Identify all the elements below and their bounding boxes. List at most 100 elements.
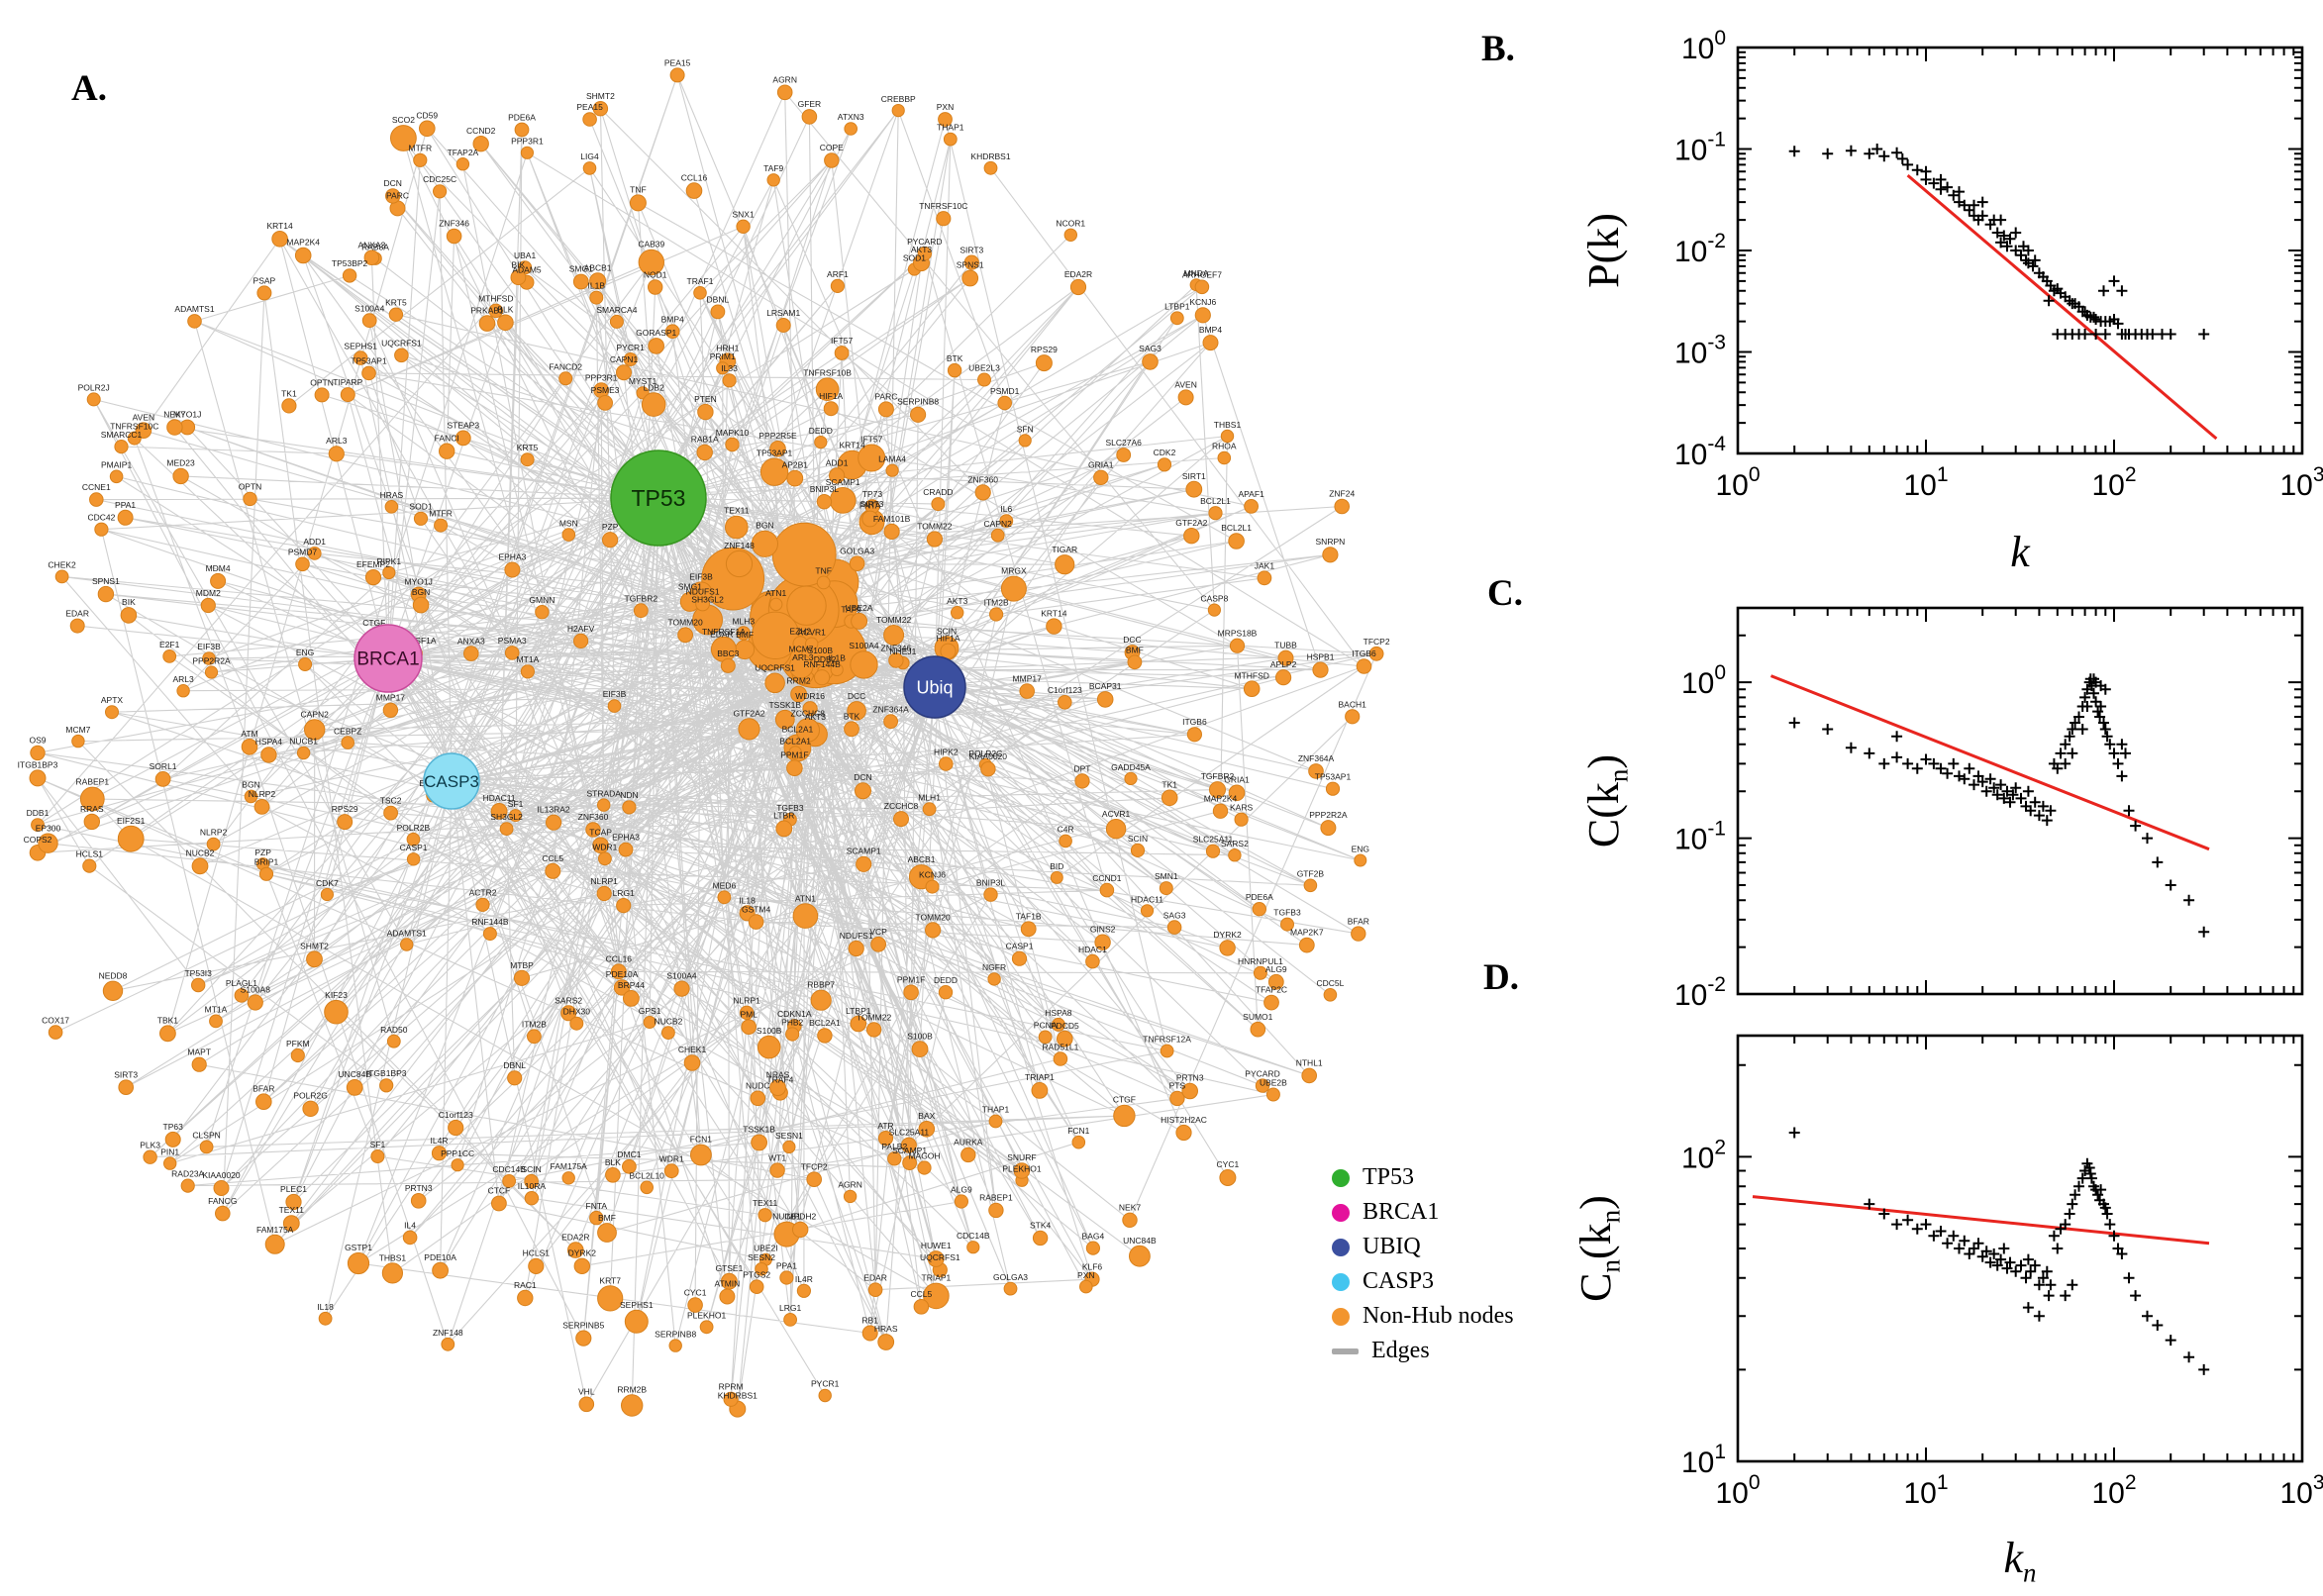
svg-text:WT1: WT1	[768, 1152, 786, 1162]
svg-text:MAPK10: MAPK10	[716, 428, 750, 438]
svg-text:ENG: ENG	[1352, 845, 1369, 854]
svg-text:MCM7: MCM7	[65, 725, 90, 735]
svg-text:BAX: BAX	[918, 1111, 935, 1121]
svg-text:BLK: BLK	[605, 1157, 621, 1167]
svg-text:NEK7: NEK7	[1119, 1203, 1141, 1213]
svg-text:DHX30: DHX30	[563, 1007, 591, 1017]
svg-text:SHMT2: SHMT2	[300, 941, 329, 950]
svg-text:SOD1: SOD1	[903, 252, 926, 262]
svg-text:ANXA3: ANXA3	[457, 636, 485, 646]
svg-text:SH3GL2: SH3GL2	[490, 812, 523, 822]
svg-text:ITGB6: ITGB6	[1182, 717, 1207, 727]
svg-text:DCC: DCC	[1123, 635, 1141, 645]
svg-text:POLR2G: POLR2G	[293, 1091, 328, 1101]
svg-text:PSMD1: PSMD1	[990, 386, 1020, 396]
svg-text:101: 101	[1903, 463, 1948, 502]
svg-text:NCOR1: NCOR1	[1056, 219, 1085, 229]
svg-text:CCL5: CCL5	[542, 853, 563, 863]
svg-text:HSPB1: HSPB1	[1307, 652, 1335, 662]
svg-text:CDC14B: CDC14B	[957, 1231, 990, 1241]
svg-text:TGFBR2: TGFBR2	[1201, 771, 1235, 781]
svg-text:SNX1: SNX1	[732, 210, 754, 220]
svg-text:PRKAB1: PRKAB1	[470, 305, 504, 315]
svg-text:GRIA1: GRIA1	[1224, 775, 1250, 785]
svg-text:KIAA0020: KIAA0020	[202, 1170, 241, 1180]
panel-b-label: B.	[1481, 29, 1515, 69]
svg-text:SLC27A6: SLC27A6	[1106, 438, 1143, 448]
svg-text:POLR2C: POLR2C	[968, 748, 1002, 758]
svg-text:CCND1: CCND1	[1092, 873, 1122, 883]
svg-text:UQCRFS1: UQCRFS1	[920, 1252, 960, 1262]
svg-text:S100A4: S100A4	[354, 303, 385, 313]
svg-text:JAK1: JAK1	[1255, 560, 1275, 570]
svg-text:ITGB1BP3: ITGB1BP3	[18, 760, 58, 770]
clustering-coefficient-plot: 10-2 10-1 100 C(kn)	[1579, 606, 2304, 1012]
svg-text:DCN: DCN	[383, 178, 401, 188]
svg-text:UQCRFS1: UQCRFS1	[755, 663, 795, 673]
svg-text:CCL16: CCL16	[606, 953, 633, 963]
svg-text:TNF: TNF	[630, 184, 647, 194]
svg-text:ARHGEF7: ARHGEF7	[1182, 269, 1222, 279]
svg-text:MAP2K4: MAP2K4	[286, 238, 320, 248]
svg-text:TBK1: TBK1	[157, 1015, 179, 1025]
svg-text:S100B: S100B	[907, 1031, 933, 1041]
svg-text:EPHA3: EPHA3	[612, 833, 640, 843]
svg-text:SMARCA4: SMARCA4	[596, 305, 637, 315]
svg-text:10-2: 10-2	[1674, 973, 1726, 1012]
svg-text:KLF6: KLF6	[1082, 1262, 1103, 1272]
legend-label: TP53	[1363, 1164, 1415, 1190]
svg-text:ZNF148: ZNF148	[433, 1328, 463, 1338]
svg-text:SOD1: SOD1	[409, 502, 432, 512]
svg-text:FCN1: FCN1	[1067, 1126, 1089, 1136]
svg-text:GORASP1: GORASP1	[636, 328, 676, 338]
svg-text:TCAP: TCAP	[589, 828, 612, 838]
svg-text:SCO2: SCO2	[392, 115, 415, 125]
svg-text:HIF1A: HIF1A	[936, 634, 960, 644]
svg-text:POLR2B: POLR2B	[397, 823, 431, 833]
svg-text:COPE: COPE	[820, 143, 844, 152]
svg-text:NEDD8: NEDD8	[99, 971, 128, 981]
svg-text:MYST1: MYST1	[629, 376, 657, 386]
svg-text:STK4: STK4	[1030, 1221, 1052, 1231]
svg-text:SCAMP1: SCAMP1	[847, 847, 881, 856]
svg-text:NLRP2: NLRP2	[200, 828, 228, 838]
plot-frame	[1736, 1034, 2304, 1463]
svg-text:KCNJ6: KCNJ6	[919, 870, 946, 880]
svg-text:RAD51L1: RAD51L1	[1042, 1042, 1078, 1051]
svg-text:CTGF: CTGF	[1113, 1095, 1136, 1105]
svg-text:10-2: 10-2	[1674, 230, 1726, 268]
edge-line-icon	[1332, 1347, 1359, 1354]
svg-text:AVEN: AVEN	[1174, 379, 1197, 389]
svg-text:S100A8: S100A8	[241, 984, 271, 994]
svg-text:EZH2: EZH2	[789, 626, 811, 636]
svg-text:HIPK2: HIPK2	[934, 747, 959, 756]
svg-text:TNFRSF10C: TNFRSF10C	[919, 201, 967, 211]
svg-text:MTHFSD: MTHFSD	[1234, 670, 1268, 680]
svg-text:UBA1: UBA1	[514, 250, 536, 260]
svg-text:BCL2A1: BCL2A1	[809, 1018, 841, 1028]
svg-text:IFT57: IFT57	[831, 336, 853, 346]
svg-text:GINS2: GINS2	[1090, 924, 1116, 934]
svg-text:OPTN: OPTN	[310, 377, 334, 387]
svg-text:LRG1: LRG1	[779, 1303, 801, 1313]
svg-text:MMP17: MMP17	[376, 693, 406, 703]
svg-text:AURKA: AURKA	[954, 1138, 983, 1147]
svg-text:DCN: DCN	[854, 772, 871, 782]
svg-text:BFAR: BFAR	[1348, 916, 1369, 926]
svg-text:SH3GL2: SH3GL2	[691, 595, 724, 605]
svg-text:RAB8A: RAB8A	[361, 242, 389, 251]
svg-text:ADD1: ADD1	[826, 457, 849, 467]
svg-text:IL4R: IL4R	[795, 1274, 813, 1284]
svg-text:BAG4: BAG4	[1082, 1231, 1105, 1241]
svg-text:HRAS: HRAS	[380, 490, 404, 500]
svg-text:101: 101	[1681, 1441, 1726, 1479]
svg-text:PHB2: PHB2	[781, 1017, 803, 1027]
svg-text:STRADA: STRADA	[586, 789, 621, 799]
brca1-dot-icon	[1332, 1203, 1350, 1222]
svg-text:TGFBR2: TGFBR2	[625, 593, 658, 603]
svg-text:PZP: PZP	[254, 848, 271, 857]
svg-text:LIG4: LIG4	[580, 151, 599, 161]
svg-text:EDAR: EDAR	[863, 1272, 887, 1282]
svg-text:MT1A: MT1A	[517, 654, 540, 664]
svg-text:UBE2L3: UBE2L3	[968, 363, 1000, 373]
